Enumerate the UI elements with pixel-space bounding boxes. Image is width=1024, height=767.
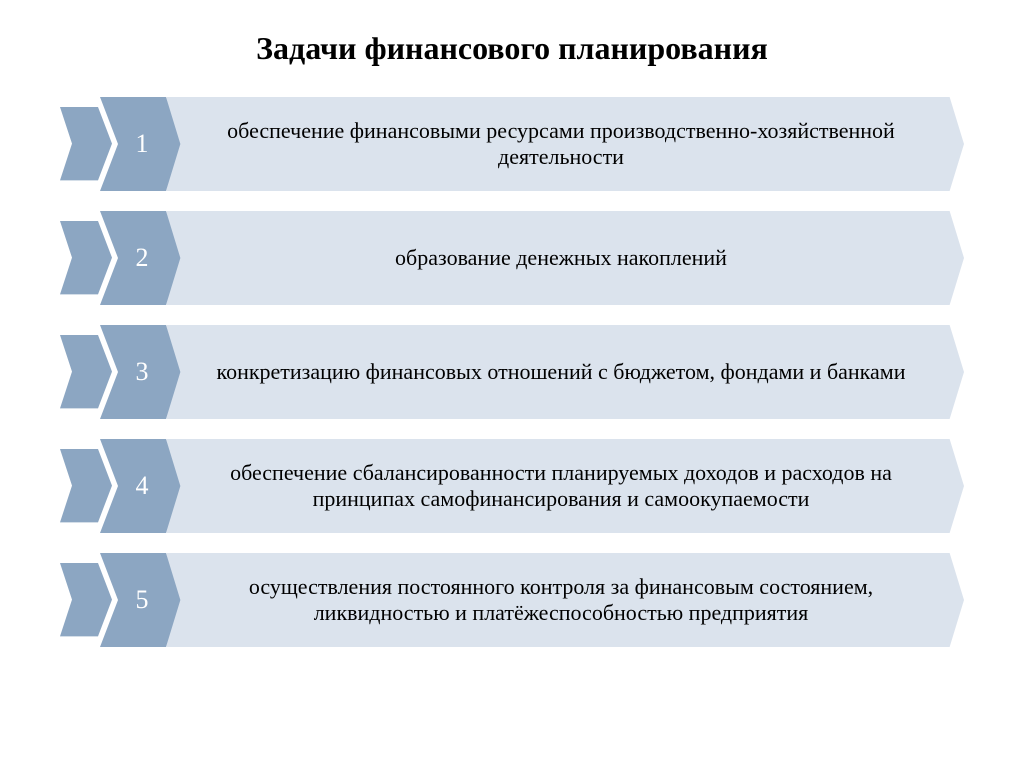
task-body: обеспечение финансовыми ресурсами произв…	[166, 97, 964, 191]
page-title: Задачи финансового планирования	[60, 30, 964, 67]
task-list: 1 обеспечение финансовыми ресурсами произ…	[60, 97, 964, 667]
task-text: осуществления постоянного контроля за фи…	[186, 574, 936, 627]
task-text: образование денежных накоплений	[395, 245, 727, 271]
task-row: 2 образование денежных накоплений	[60, 211, 964, 305]
task-number-text: 2	[136, 243, 149, 273]
task-text: обеспечение сбалансированности планируем…	[186, 460, 936, 513]
task-body: образование денежных накоплений	[166, 211, 964, 305]
task-row: 3 конкретизацию финансовых отношений с бю…	[60, 325, 964, 419]
task-body: осуществления постоянного контроля за фи…	[166, 553, 964, 647]
task-number-text: 5	[136, 585, 149, 615]
task-number-text: 3	[136, 357, 149, 387]
task-text: конкретизацию финансовых отношений с бюд…	[217, 359, 906, 385]
task-number-text: 4	[136, 471, 149, 501]
task-number-text: 1	[136, 129, 149, 159]
task-row: 4 обеспечение сбалансированности планируе…	[60, 439, 964, 533]
task-body: конкретизацию финансовых отношений с бюд…	[166, 325, 964, 419]
task-row: 1 обеспечение финансовыми ресурсами произ…	[60, 97, 964, 191]
task-row: 5 осуществления постоянного контроля за ф…	[60, 553, 964, 647]
task-text: обеспечение финансовыми ресурсами произв…	[186, 118, 936, 171]
task-body: обеспечение сбалансированности планируем…	[166, 439, 964, 533]
